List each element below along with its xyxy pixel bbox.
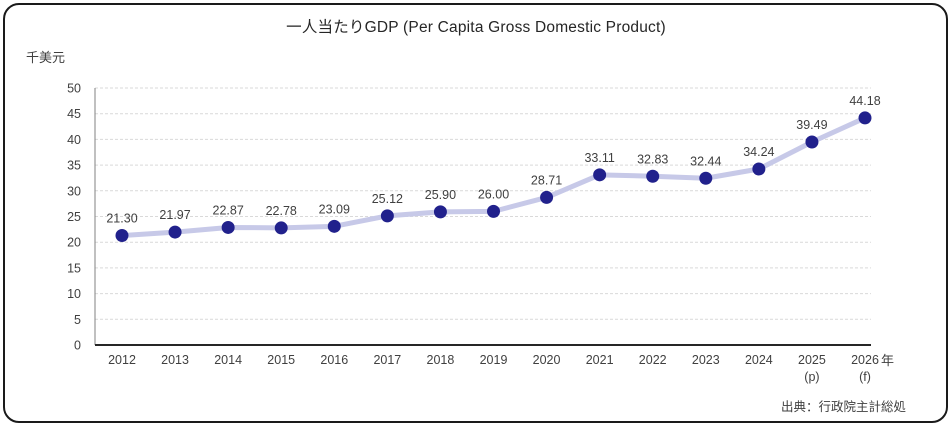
svg-text:26.00: 26.00: [478, 187, 509, 201]
svg-text:32.44: 32.44: [690, 154, 721, 168]
svg-text:50: 50: [67, 82, 81, 96]
svg-text:20: 20: [67, 236, 81, 250]
svg-text:2016: 2016: [320, 353, 348, 367]
svg-text:10: 10: [67, 287, 81, 301]
svg-text:2020: 2020: [533, 353, 561, 367]
svg-text:2024: 2024: [745, 353, 773, 367]
svg-text:34.24: 34.24: [743, 145, 774, 159]
svg-text:35: 35: [67, 159, 81, 173]
svg-text:33.11: 33.11: [584, 151, 614, 165]
svg-text:21.30: 21.30: [106, 212, 137, 226]
svg-text:(p): (p): [804, 370, 819, 384]
svg-text:(f): (f): [859, 370, 871, 384]
x-axis-unit-label: 年: [881, 353, 895, 368]
svg-text:44.18: 44.18: [849, 94, 880, 108]
svg-text:2013: 2013: [161, 353, 189, 367]
svg-text:0: 0: [74, 339, 81, 353]
svg-text:5: 5: [74, 313, 81, 327]
svg-text:22.87: 22.87: [213, 203, 244, 217]
svg-text:25: 25: [67, 210, 81, 224]
svg-text:39.49: 39.49: [796, 118, 827, 132]
svg-text:2018: 2018: [427, 353, 455, 367]
svg-text:32.83: 32.83: [637, 152, 668, 166]
svg-text:2019: 2019: [480, 353, 508, 367]
svg-text:2025: 2025: [798, 353, 826, 367]
svg-text:40: 40: [67, 133, 81, 147]
svg-text:25.90: 25.90: [425, 188, 456, 202]
svg-text:22.78: 22.78: [266, 204, 297, 218]
chart-title: 一人当たりGDP (Per Capita Gross Domestic Prod…: [286, 19, 666, 36]
svg-text:2026: 2026: [851, 353, 879, 367]
svg-text:2023: 2023: [692, 353, 720, 367]
svg-text:2014: 2014: [214, 353, 242, 367]
svg-text:21.97: 21.97: [159, 208, 190, 222]
svg-text:25.12: 25.12: [372, 192, 403, 206]
source-note: 出典：行政院主計総処: [780, 400, 906, 414]
svg-text:2022: 2022: [639, 353, 667, 367]
svg-text:2017: 2017: [373, 353, 401, 367]
svg-text:2015: 2015: [267, 353, 295, 367]
svg-text:45: 45: [67, 107, 81, 121]
svg-text:30: 30: [67, 184, 81, 198]
svg-text:2012: 2012: [108, 353, 136, 367]
svg-text:28.71: 28.71: [531, 173, 562, 187]
y-axis-unit-label: 千美元: [26, 50, 66, 65]
svg-text:15: 15: [67, 261, 81, 275]
svg-text:2021: 2021: [586, 353, 614, 367]
svg-text:23.09: 23.09: [319, 202, 350, 216]
